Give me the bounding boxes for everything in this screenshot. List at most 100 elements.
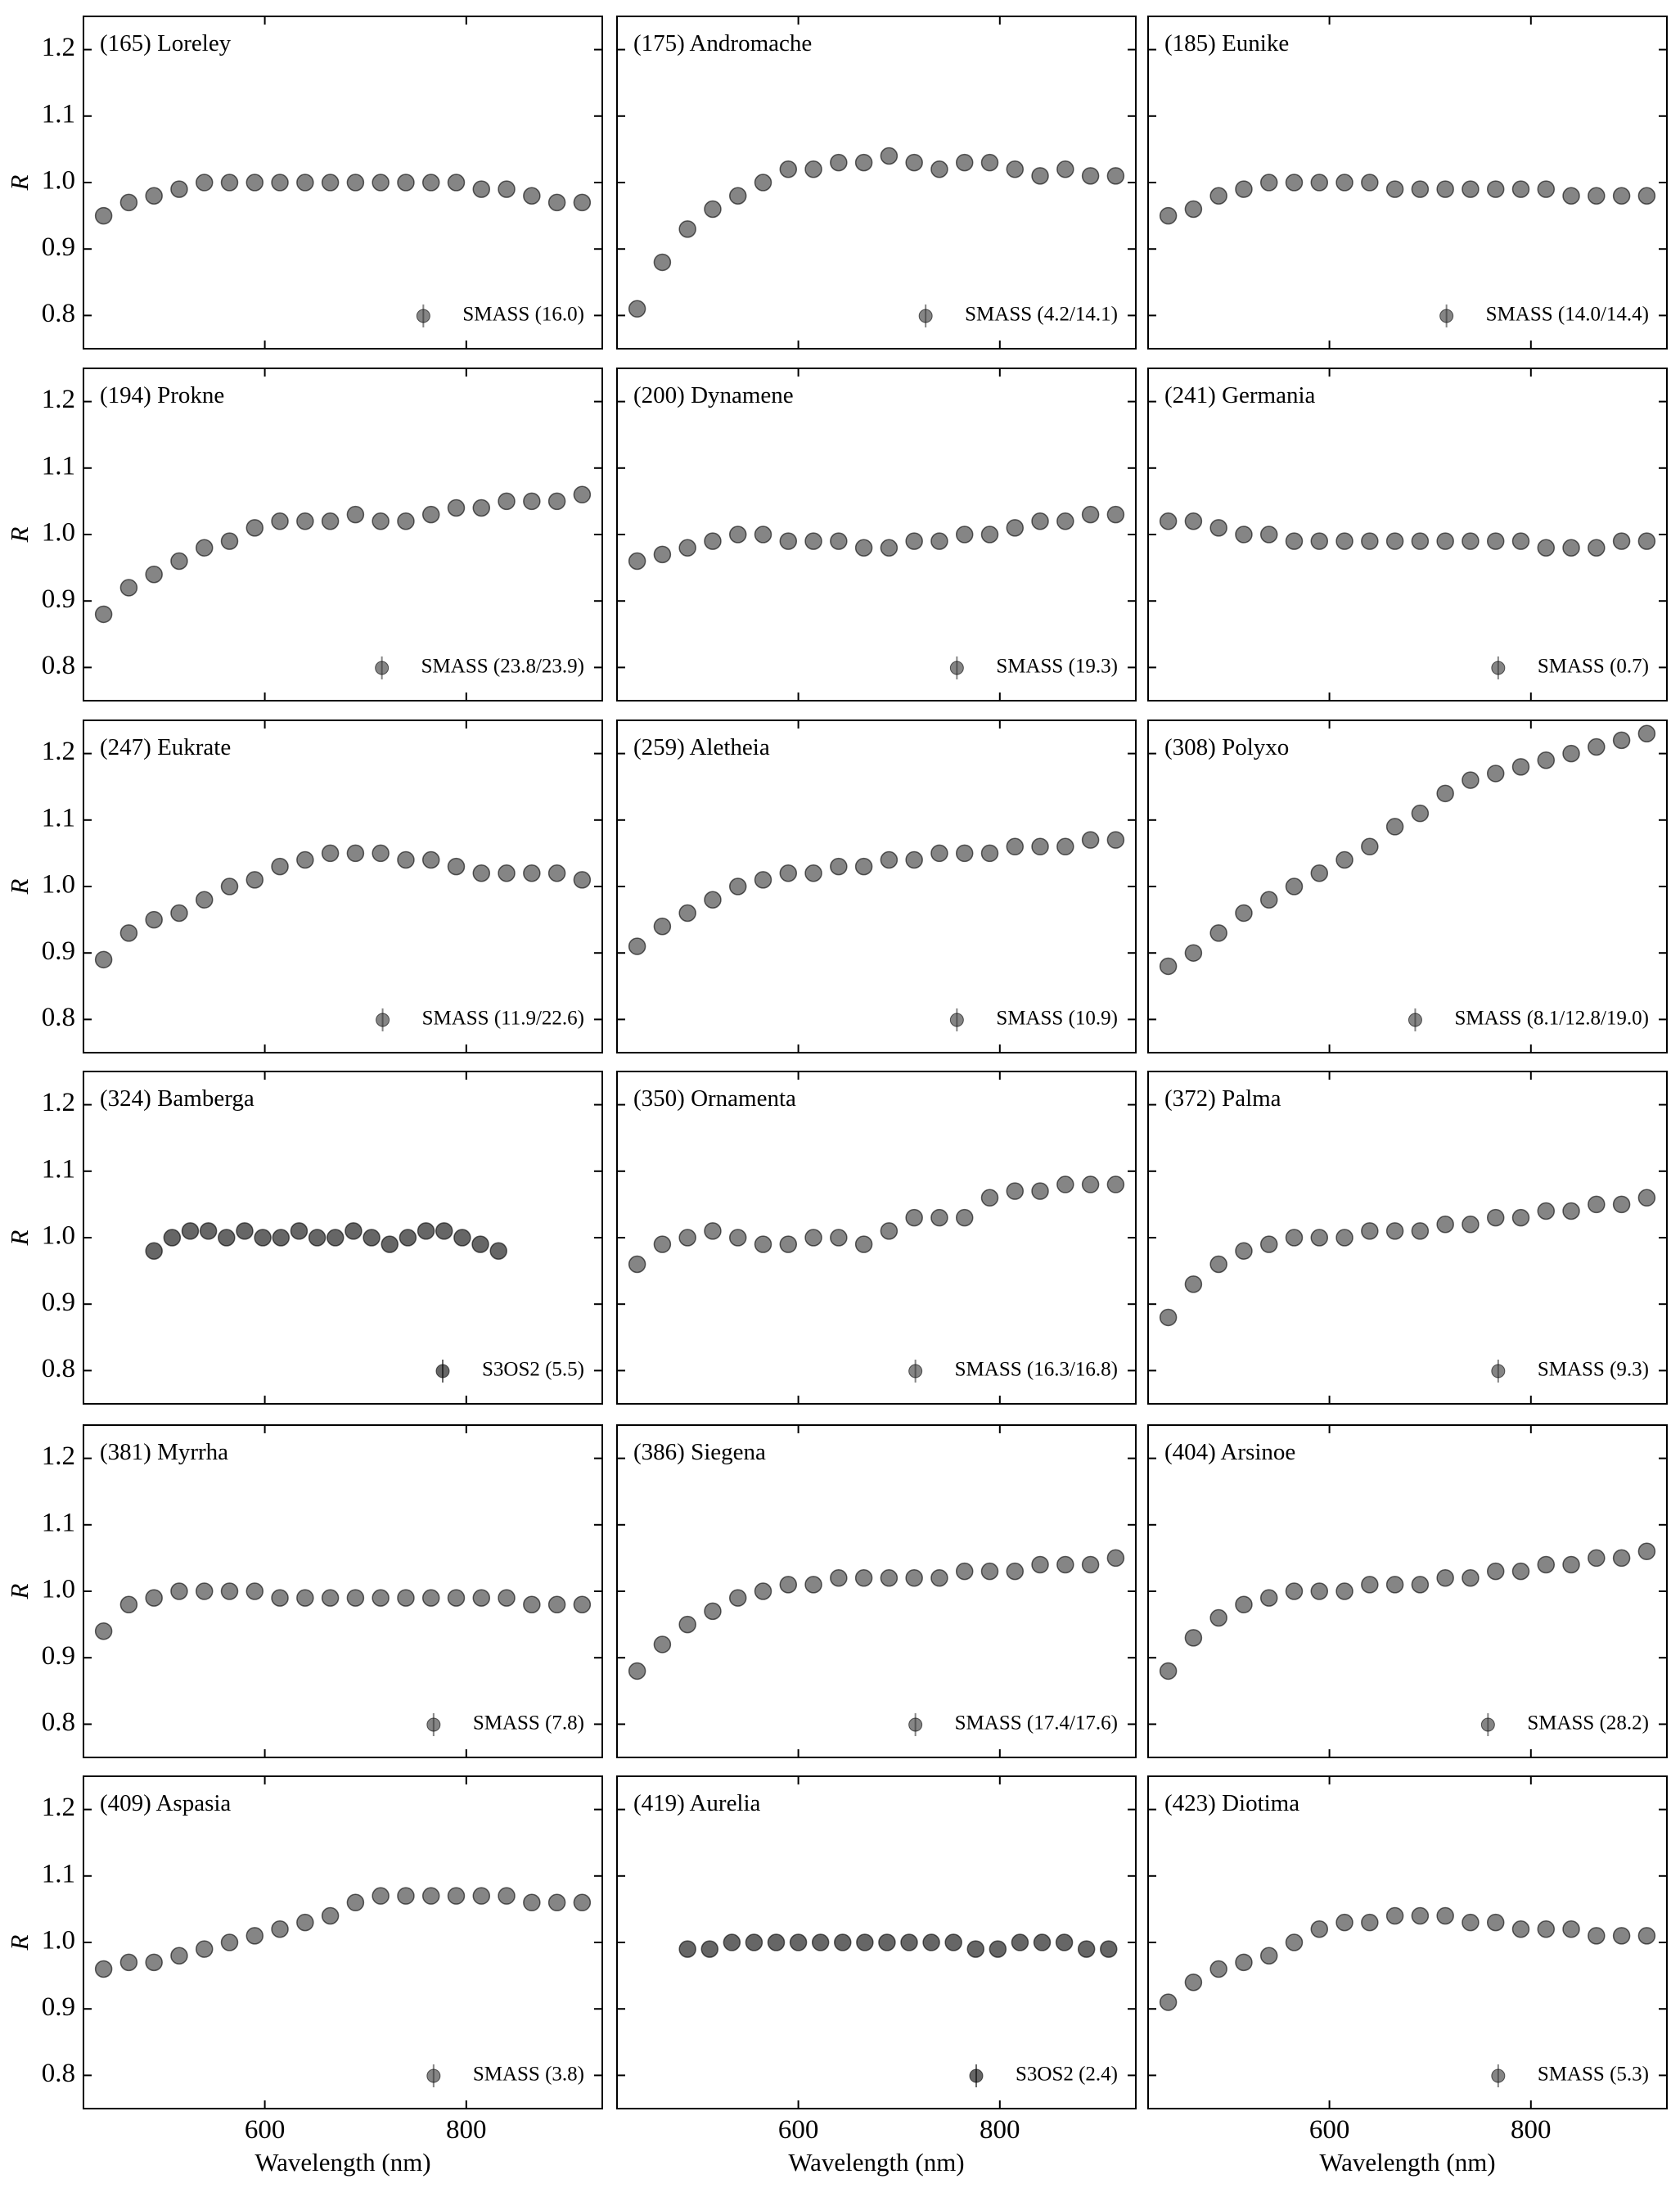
panel-title: (423) Diotima [1164,1790,1299,1816]
panel-title: (247) Eukrate [100,734,231,760]
panel: (404) Arsinoe SMASS (28.2) [1147,1424,1668,1758]
data-point [1159,512,1178,530]
legend-marker [1408,1013,1422,1027]
y-axis-label: R [5,878,34,895]
x-tick-label: 600 [778,2115,819,2145]
data-point [447,174,466,192]
data-point [399,1229,417,1247]
data-point [678,1229,696,1247]
legend-label: SMASS (23.8/23.9) [421,656,584,678]
data-point [145,1589,163,1607]
legend-marker [375,661,390,675]
data-point [170,904,188,923]
data-point [271,1589,289,1607]
legend-marker [1491,2068,1506,2083]
y-axis-label: R [5,1934,34,1951]
data-point [789,1933,808,1951]
legend-label: SMASS (9.3) [1538,1359,1649,1381]
data-point [1159,1662,1178,1680]
data-point [1031,1555,1049,1574]
data-point [1209,924,1227,942]
data-point [296,1589,314,1607]
data-point [779,864,798,882]
x-tick-label: 600 [1309,2115,1350,2145]
data-point [678,539,696,557]
data-point [1077,1940,1096,1958]
data-point [905,532,923,550]
data-point [271,174,289,192]
panel-title: (324) Bamberga [100,1085,254,1112]
data-point [980,844,999,863]
data-point [1209,1255,1227,1274]
y-tick-label: 0.8 [42,2059,75,2088]
data-point [372,1589,390,1607]
data-point [1310,1229,1329,1247]
data-point [1511,1208,1530,1227]
data-point [1285,1229,1304,1247]
data-point [170,1582,188,1600]
data-point [880,850,899,869]
data-point [345,1222,363,1240]
data-point [195,539,214,557]
data-point [245,1582,264,1600]
data-point [1486,1913,1505,1932]
data-point [830,532,848,550]
data-point [1006,160,1025,178]
data-point [220,174,239,192]
y-tick-label: 0.9 [42,584,75,614]
data-point [321,1589,340,1607]
data-point [1537,1555,1556,1574]
data-point [1310,532,1329,550]
data-point [1100,1940,1118,1958]
y-tick-label: 1.2 [42,385,75,414]
data-point [346,844,365,863]
data-point [922,1933,940,1951]
data-point [653,253,672,272]
data-point [779,1576,798,1594]
data-point [1612,1927,1631,1945]
data-point [1537,180,1556,198]
data-point [321,844,340,863]
data-point [290,1222,309,1240]
data-point [1361,532,1379,550]
data-point [905,153,923,172]
legend-label: SMASS (16.3/16.8) [955,1359,1118,1381]
data-point [1235,180,1253,198]
data-point [1486,180,1505,198]
data-point [1033,1933,1052,1951]
data-point [1637,532,1656,550]
data-point [94,1622,113,1640]
data-point [372,844,390,863]
data-point [628,552,646,571]
data-point [220,1933,239,1951]
data-point [1106,167,1125,185]
data-point [236,1222,254,1240]
data-point [195,891,214,909]
data-point [119,193,138,212]
y-axis-label: R [5,1583,34,1599]
data-point [1335,532,1353,550]
data-point [145,565,163,584]
data-point [170,180,188,198]
data-point [678,904,696,923]
data-point [1462,1569,1480,1587]
y-tick-label: 0.8 [42,299,75,328]
data-point [119,1953,138,1972]
data-point [754,1582,772,1600]
data-point [1184,944,1203,962]
data-point [245,519,264,537]
data-point [296,174,314,192]
data-point [1486,765,1505,783]
panel: (386) Siegena SMASS (17.4/17.6) [616,1424,1137,1758]
legend-label: S3OS2 (5.5) [482,1359,584,1381]
x-axis-label: Wavelength (nm) [254,2148,430,2177]
data-point [1209,187,1227,205]
panel-title: (241) Germania [1164,382,1316,408]
legend-marker [908,1364,923,1378]
data-point [421,505,440,524]
data-point [704,891,722,909]
data-point [1310,174,1329,192]
y-tick-label: 1.2 [42,33,75,62]
data-point [170,552,188,571]
data-point [854,539,873,557]
